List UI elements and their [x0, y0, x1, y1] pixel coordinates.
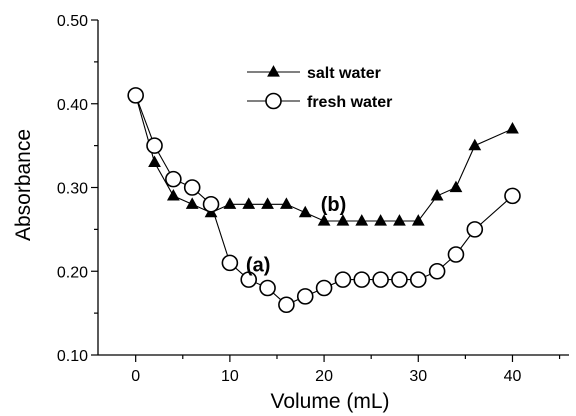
data-point [280, 197, 293, 209]
legend-label: salt water [307, 65, 381, 82]
x-tick-label: 10 [221, 368, 239, 385]
x-tick-label: 0 [131, 368, 140, 385]
data-point [185, 197, 199, 209]
data-point [166, 189, 180, 201]
data-point [393, 214, 406, 226]
data-point [428, 262, 446, 280]
x-tick-label: 20 [315, 368, 333, 385]
data-point [317, 214, 331, 226]
data-point [411, 214, 425, 226]
data-point [148, 155, 161, 167]
series-layer [127, 87, 521, 314]
data-point [506, 122, 519, 134]
data-point [355, 214, 369, 226]
data-point [315, 279, 333, 297]
x-axis-label: Volume (mL) [270, 390, 389, 413]
y-axis-label: Absorbance [12, 129, 35, 241]
data-point [504, 187, 521, 205]
data-point [336, 214, 350, 226]
data-point [409, 271, 427, 288]
data-point [372, 271, 389, 288]
curve-annotation: (a) [246, 254, 270, 276]
legend: salt water fresh water [247, 65, 392, 111]
data-point [391, 271, 408, 288]
data-point [223, 197, 237, 209]
data-point [242, 197, 256, 209]
ticks: 0.10 0.20 0.30 0.40 0.50 0 10 20 30 40 [57, 13, 561, 385]
x-tick-label: 40 [504, 368, 522, 385]
legend-marker [267, 65, 280, 77]
y-tick-label: 0.30 [57, 181, 88, 198]
data-point [334, 271, 352, 288]
data-point [447, 246, 465, 263]
series-fresh-water [127, 87, 521, 314]
curve-annotation: (b) [321, 194, 347, 216]
data-point [183, 179, 201, 196]
data-point [466, 221, 484, 238]
data-point [278, 296, 295, 314]
data-point [127, 87, 144, 104]
data-point [221, 254, 239, 272]
data-point [146, 137, 163, 154]
data-point [261, 197, 274, 209]
data-point [296, 288, 314, 305]
legend-marker [265, 92, 282, 110]
data-point [259, 279, 276, 297]
data-point [202, 195, 220, 213]
legend-item-salt-water: salt water [247, 65, 381, 82]
legend-label: fresh water [307, 94, 392, 111]
data-point [430, 189, 444, 201]
y-tick-label: 0.50 [57, 13, 88, 30]
data-point [353, 271, 371, 288]
annotations: (b) (a) [246, 194, 346, 276]
data-point [468, 138, 482, 151]
y-tick-label: 0.40 [57, 97, 88, 114]
y-tick-label: 0.20 [57, 264, 88, 281]
data-point [374, 214, 387, 226]
x-tick-label: 30 [409, 368, 427, 385]
data-point [240, 271, 258, 288]
data-point [165, 170, 182, 188]
legend-item-fresh-water: fresh water [247, 92, 392, 111]
y-tick-label: 0.10 [57, 348, 88, 365]
data-point [298, 205, 312, 218]
data-point [449, 180, 463, 193]
